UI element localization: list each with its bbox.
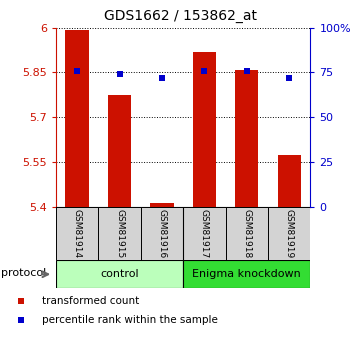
Bar	[183, 260, 310, 288]
Bar	[268, 207, 310, 260]
Text: protocol: protocol	[1, 268, 46, 278]
Text: control: control	[100, 269, 139, 279]
Text: GSM81919: GSM81919	[285, 209, 294, 258]
Bar	[150, 204, 174, 207]
Text: GSM81917: GSM81917	[200, 209, 209, 258]
Bar	[65, 30, 89, 207]
Text: transformed count: transformed count	[42, 296, 139, 306]
Bar	[226, 207, 268, 260]
Bar	[235, 70, 258, 207]
Bar	[193, 51, 216, 207]
Bar	[278, 155, 301, 207]
Text: GSM81915: GSM81915	[115, 209, 124, 258]
Bar	[56, 260, 183, 288]
Text: GSM81916: GSM81916	[157, 209, 166, 258]
Text: GSM81914: GSM81914	[73, 209, 82, 258]
Bar	[141, 207, 183, 260]
Bar	[98, 207, 141, 260]
Text: percentile rank within the sample: percentile rank within the sample	[42, 315, 218, 325]
Text: GDS1662 / 153862_at: GDS1662 / 153862_at	[104, 9, 257, 23]
Bar	[183, 207, 226, 260]
Bar	[108, 95, 131, 207]
Text: Enigma knockdown: Enigma knockdown	[192, 269, 301, 279]
Text: GSM81918: GSM81918	[242, 209, 251, 258]
Bar	[56, 207, 98, 260]
